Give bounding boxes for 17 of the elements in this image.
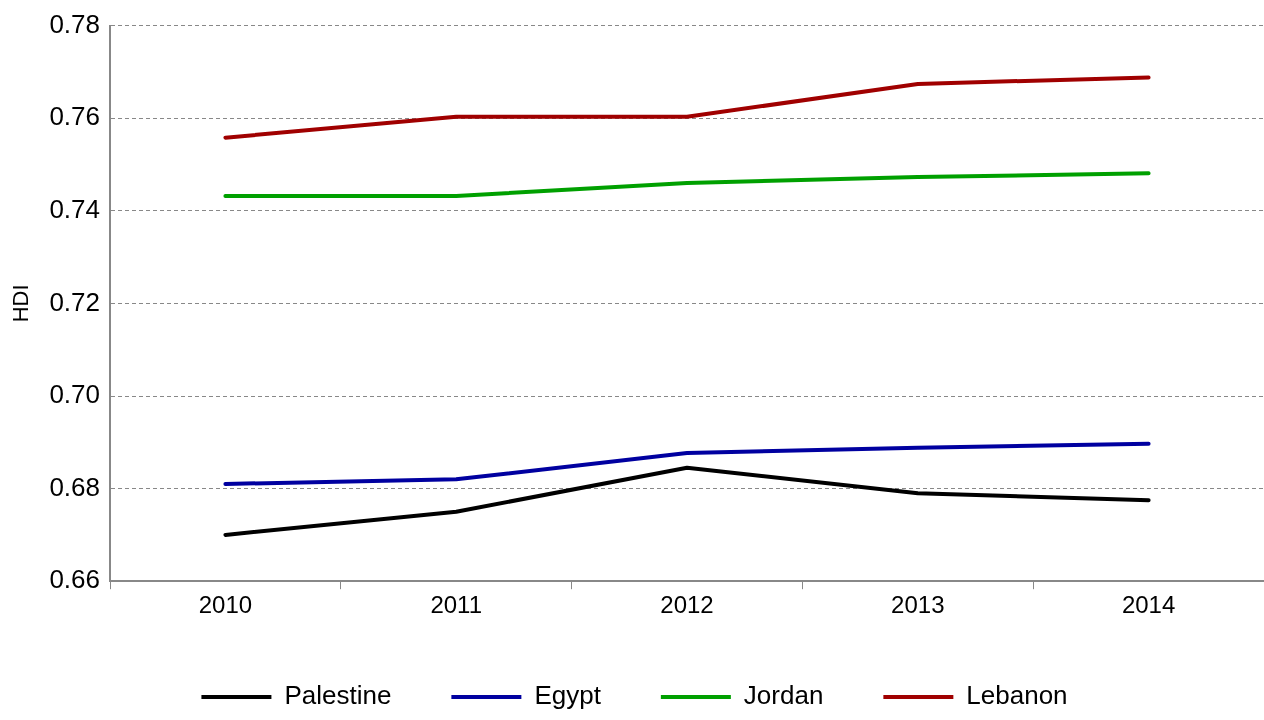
y-axis-title: HDI xyxy=(8,284,34,323)
y-tick-label: 0.68 xyxy=(49,471,100,502)
y-tick-label: 0.74 xyxy=(49,193,100,224)
x-tick-label: 2013 xyxy=(891,591,945,619)
x-tick-label: 2011 xyxy=(430,591,483,619)
x-tick-label: 2012 xyxy=(660,591,714,619)
legend-label: Palestine xyxy=(284,680,392,711)
legend-label: Egypt xyxy=(534,680,602,711)
y-tick-label: 0.78 xyxy=(49,8,100,39)
x-tick-label: 2010 xyxy=(198,591,253,619)
legend-label: Lebanon xyxy=(966,680,1068,711)
legend-label: Jordan xyxy=(743,680,824,711)
y-tick-label: 0.66 xyxy=(49,564,100,595)
y-tick-label: 0.76 xyxy=(49,101,100,132)
y-tick-label: 0.70 xyxy=(49,379,100,410)
y-tick-label: 0.72 xyxy=(49,286,100,317)
x-tick-label: 2014 xyxy=(1121,591,1176,619)
